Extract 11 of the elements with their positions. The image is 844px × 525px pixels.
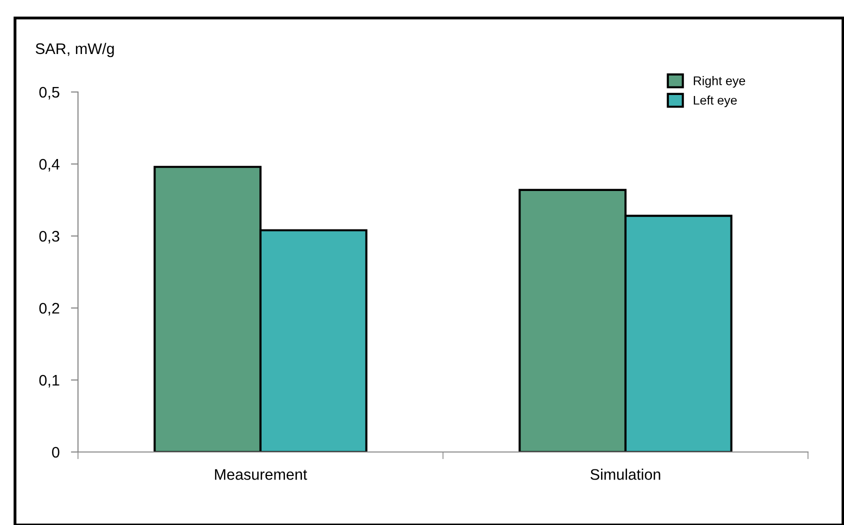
x-tick-label: Simulation [590,468,660,480]
legend-label: Right eye [694,76,746,88]
x-tick-label: Measurement [215,469,308,480]
legend-label: Left eye [694,96,737,108]
y-tick-label: 0,4 [39,158,60,172]
y-tick-label: 0,1 [39,374,60,388]
y-axis-title: SAR, mW/g [36,42,114,58]
y-tick-label: 0,5 [39,86,60,100]
y-tick-label: 0,3 [39,230,60,244]
y-tick-label: 0 [52,446,60,458]
y-tick-label: 0,2 [39,302,60,316]
